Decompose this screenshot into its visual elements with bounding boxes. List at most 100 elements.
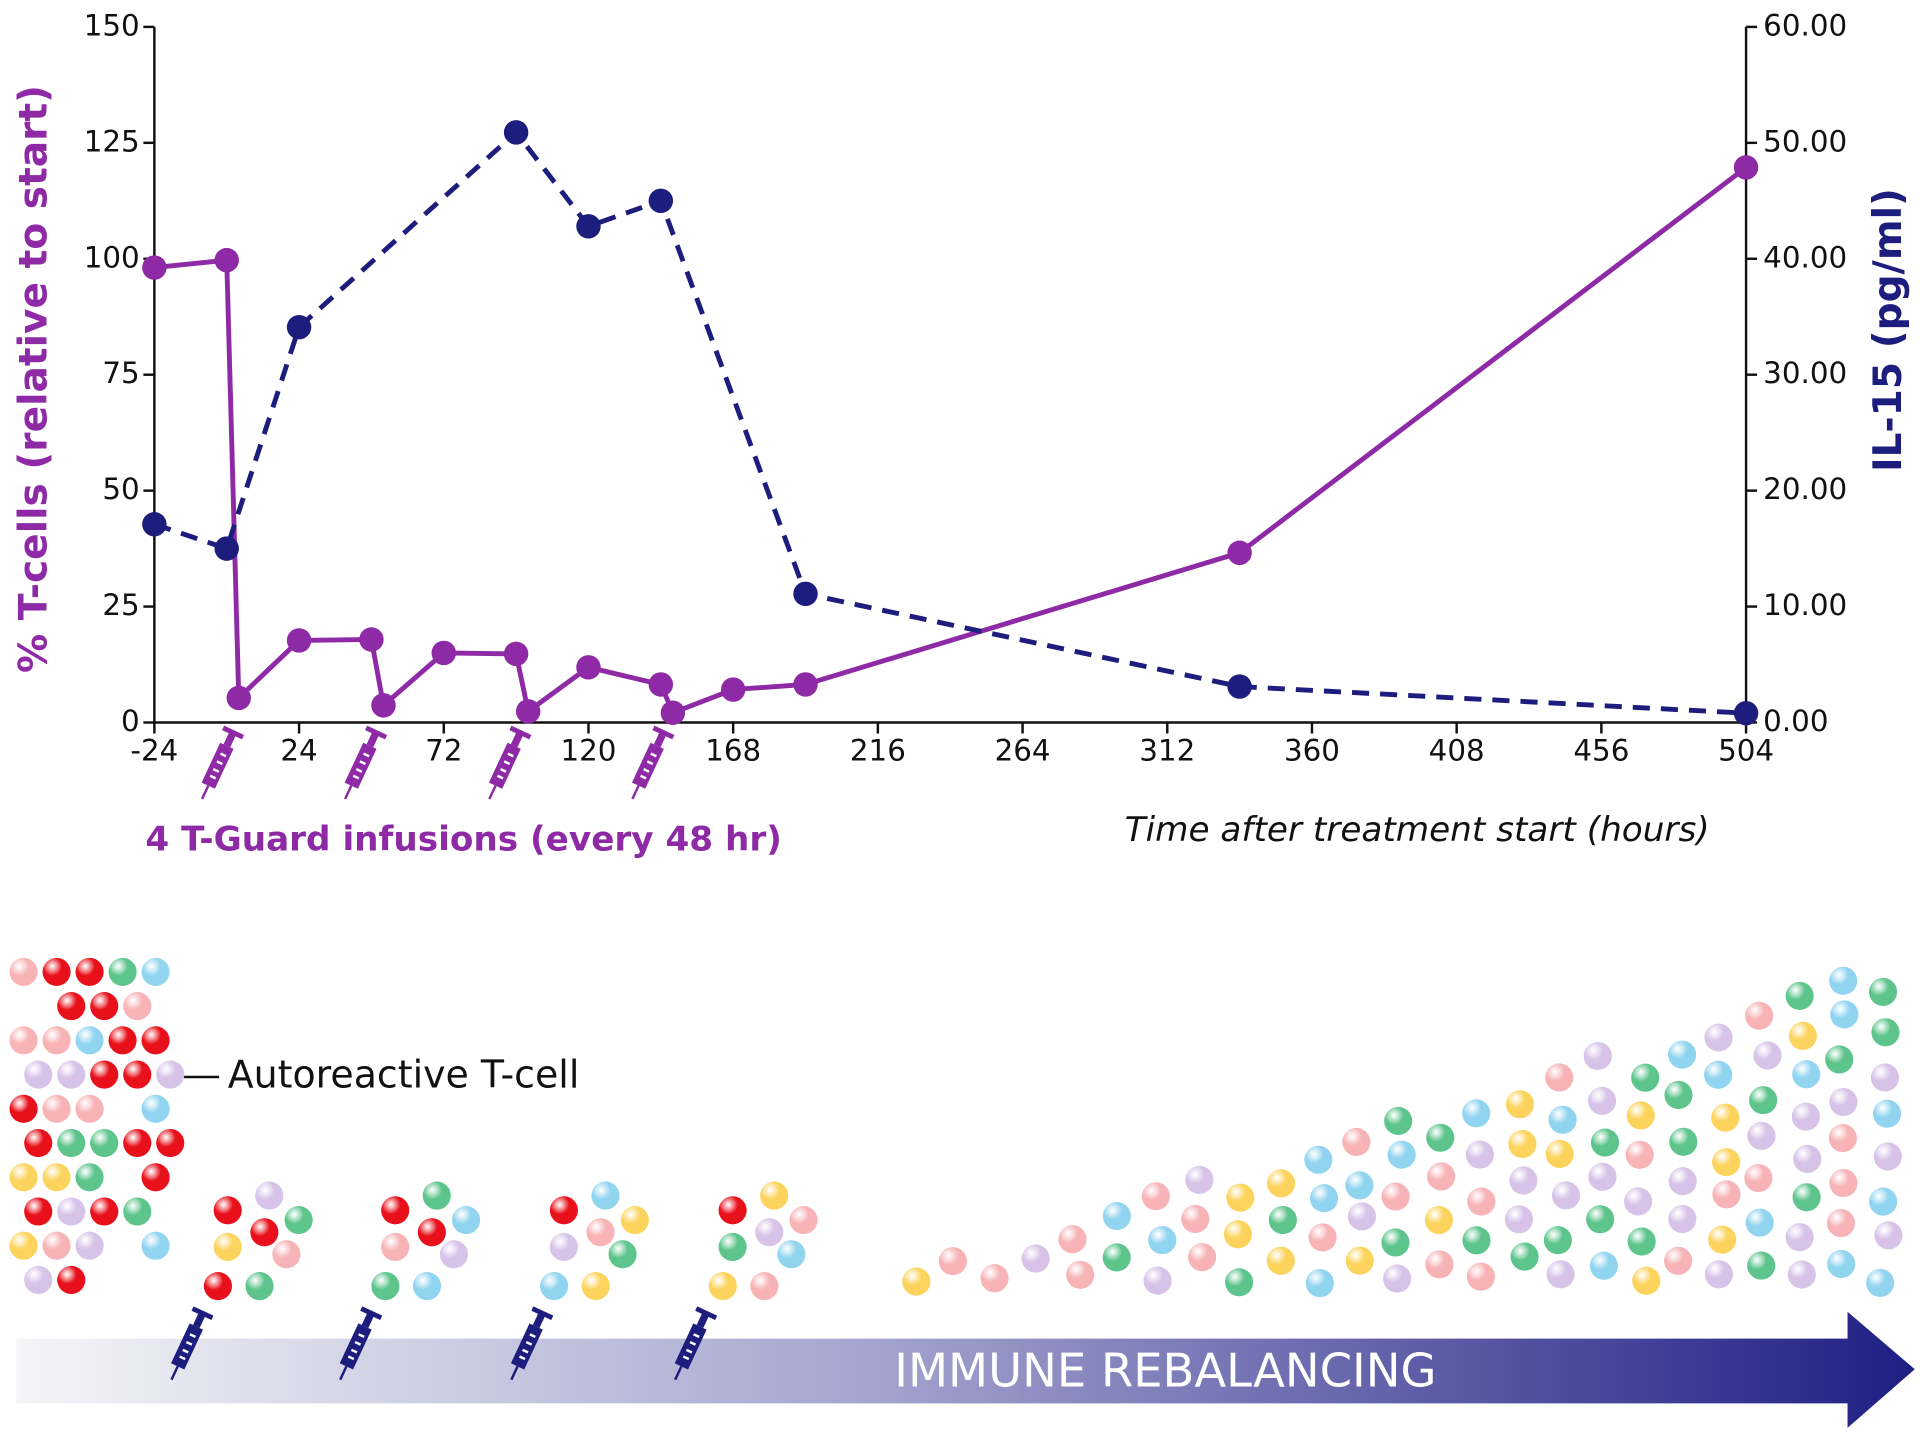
y2-tick-label: 30.00 — [1763, 356, 1847, 390]
cell-icon — [1266, 1246, 1295, 1275]
infusion-note: 4 T-Guard infusions (every 48 hr) — [145, 820, 782, 860]
cell-icon — [1021, 1244, 1050, 1273]
cell-icon — [123, 1060, 152, 1089]
cell-icon — [1467, 1187, 1496, 1216]
cell-icon — [1589, 1251, 1618, 1280]
cell-icon — [1632, 1266, 1661, 1295]
cell-icon — [1871, 1018, 1900, 1047]
cell-icon — [1185, 1165, 1214, 1194]
cell-icon — [789, 1206, 818, 1235]
cell-icon — [1462, 1226, 1491, 1255]
cell-icon — [1305, 1269, 1334, 1298]
x-tick-label: 456 — [1573, 733, 1629, 767]
cell-icon — [755, 1218, 784, 1247]
cell-icon — [24, 1060, 53, 1089]
cell-icon — [1548, 1105, 1577, 1134]
cell-icon — [591, 1181, 620, 1210]
cell-icon — [1785, 981, 1814, 1010]
cell-icon — [1626, 1101, 1655, 1130]
cell-icon — [255, 1181, 284, 1210]
cell-icon — [1704, 1060, 1733, 1089]
cell-icon — [272, 1240, 301, 1269]
data-point — [660, 700, 686, 725]
cell-icon — [1827, 1249, 1856, 1279]
cell-icon — [75, 957, 104, 986]
cell-icon — [1508, 1129, 1537, 1159]
cell-icon — [1712, 1180, 1741, 1209]
cell-icon — [1426, 1123, 1455, 1152]
x-tick-label: 312 — [1139, 733, 1195, 767]
cell-icon — [141, 1231, 170, 1260]
cell-icon — [9, 1026, 38, 1055]
cell-icon — [1424, 1206, 1453, 1235]
cell-icon — [24, 1128, 53, 1158]
cell-icon — [1427, 1162, 1456, 1191]
cell-icon — [718, 1232, 747, 1262]
cell-icon — [1668, 1204, 1697, 1234]
cell-icon — [9, 1231, 38, 1260]
cell-icon — [141, 1026, 170, 1055]
data-point — [286, 314, 312, 340]
cell-icon — [1545, 1063, 1574, 1092]
cell-icon — [42, 957, 71, 986]
cell-icon — [708, 1272, 737, 1301]
syringe-icon — [190, 724, 246, 805]
cell-icon — [141, 1094, 170, 1123]
x-tick-label: 72 — [425, 733, 462, 767]
cell-icon — [938, 1247, 967, 1276]
cell-icon — [1866, 1268, 1895, 1297]
cell-icon — [1268, 1205, 1297, 1235]
cell-icon — [1668, 1167, 1697, 1196]
cell-icon — [42, 1163, 71, 1192]
cell-icon — [213, 1232, 242, 1262]
cell-icon — [1466, 1262, 1495, 1291]
y2-tick-label: 0.00 — [1763, 704, 1828, 738]
cell-icon — [57, 1197, 86, 1226]
data-point — [1733, 155, 1759, 180]
cell-icon — [42, 1026, 71, 1055]
x-tick-label: 504 — [1718, 733, 1774, 767]
cell-icon — [549, 1232, 578, 1262]
cell-icon — [980, 1264, 1009, 1293]
syringe-icon — [478, 724, 533, 805]
cell-icon — [90, 1060, 119, 1089]
cell-icon — [1304, 1145, 1333, 1174]
cell-icon — [381, 1232, 410, 1262]
cell-icon — [1793, 1144, 1822, 1174]
cell-icon — [1868, 977, 1898, 1006]
cell-icon — [1586, 1205, 1615, 1234]
cell-icon — [9, 957, 38, 986]
cell-icon — [1226, 1183, 1255, 1212]
cell-icon — [1225, 1268, 1254, 1297]
cell-icon — [1830, 1000, 1859, 1029]
cell-icon — [57, 992, 86, 1021]
cell-icon — [1669, 1127, 1698, 1156]
cell-icon — [57, 1060, 86, 1089]
data-point — [720, 677, 746, 702]
cell-icon — [1625, 1140, 1654, 1169]
data-point — [1733, 701, 1759, 726]
cell-icon — [1704, 1260, 1733, 1289]
cell-icon — [1058, 1225, 1087, 1254]
y2-tick-label: 20.00 — [1763, 472, 1847, 506]
data-point — [226, 685, 252, 711]
cell-icon — [213, 1196, 242, 1225]
cell-icon — [1148, 1226, 1177, 1255]
data-point — [793, 581, 818, 607]
cell-icon — [9, 1163, 38, 1192]
cell-icon — [156, 1060, 185, 1089]
cell-icon — [1066, 1260, 1095, 1289]
cell-icon — [540, 1272, 569, 1301]
cell-icon — [1510, 1242, 1539, 1271]
cell-icon — [1787, 1260, 1816, 1289]
cell-icon — [9, 1094, 38, 1123]
x-tick-label: 24 — [280, 733, 317, 767]
data-point — [1227, 674, 1252, 699]
cell-icon — [760, 1181, 789, 1210]
cell-icon — [1829, 1168, 1858, 1198]
cell-icon — [718, 1196, 747, 1225]
cell-icon — [75, 1026, 104, 1055]
cell-icon — [75, 1094, 104, 1123]
cell-icon — [1744, 1163, 1773, 1193]
